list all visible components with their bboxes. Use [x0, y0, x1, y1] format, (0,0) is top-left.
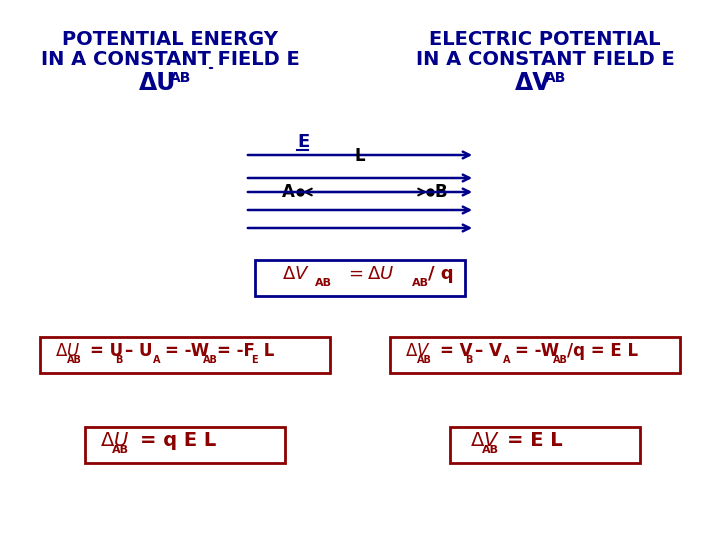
Text: B: B [435, 183, 448, 201]
Text: $\Delta U$: $\Delta U$ [100, 431, 130, 450]
Text: AB: AB [67, 355, 82, 365]
Text: = q E L: = q E L [140, 431, 216, 450]
Text: B: B [115, 355, 122, 365]
Text: B: B [465, 355, 472, 365]
Text: = V: = V [440, 342, 472, 360]
Text: = E L: = E L [507, 431, 562, 450]
Text: ΔV: ΔV [515, 71, 552, 95]
Text: AB: AB [545, 71, 567, 85]
Bar [40, 337, 330, 373]
Text: $\Delta U$: $\Delta U$ [55, 342, 80, 360]
Text: AB: AB [203, 355, 218, 365]
Text: AB: AB [482, 445, 499, 455]
Text: AB: AB [417, 355, 432, 365]
Text: L: L [355, 147, 365, 165]
Text: AB: AB [553, 355, 568, 365]
Text: – U: – U [125, 342, 153, 360]
Text: POTENTIAL ENERGY: POTENTIAL ENERGY [62, 30, 278, 49]
Text: A: A [153, 355, 161, 365]
Text: IN A CONSTANT FIELD E: IN A CONSTANT FIELD E [40, 50, 300, 69]
Text: = U: = U [90, 342, 123, 360]
Bar [85, 427, 285, 463]
Bar [390, 337, 680, 373]
Text: /q = E L: /q = E L [567, 342, 638, 360]
Text: AB: AB [170, 71, 192, 85]
Bar [255, 260, 465, 296]
Text: E: E [297, 133, 310, 151]
Text: $\Delta V$: $\Delta V$ [470, 431, 500, 450]
Text: A: A [503, 355, 510, 365]
Text: AB: AB [315, 278, 332, 288]
Text: IN A CONSTANT FIELD E: IN A CONSTANT FIELD E [415, 50, 675, 69]
Text: / q: / q [428, 265, 454, 283]
Text: AB: AB [412, 278, 429, 288]
Text: L: L [258, 342, 274, 360]
Text: AB: AB [112, 445, 129, 455]
Text: $= \Delta U$: $= \Delta U$ [346, 265, 395, 283]
Text: ΔU: ΔU [139, 71, 176, 95]
Text: = -F: = -F [217, 342, 255, 360]
Text: $\Delta V$: $\Delta V$ [405, 342, 431, 360]
Text: $\Delta V$: $\Delta V$ [282, 265, 310, 283]
Bar [450, 427, 640, 463]
Text: = -W: = -W [165, 342, 209, 360]
Text: – V: – V [475, 342, 502, 360]
Text: E: E [251, 355, 258, 365]
Text: A: A [282, 183, 295, 201]
Text: ELECTRIC POTENTIAL: ELECTRIC POTENTIAL [429, 30, 661, 49]
Text: = -W: = -W [515, 342, 559, 360]
